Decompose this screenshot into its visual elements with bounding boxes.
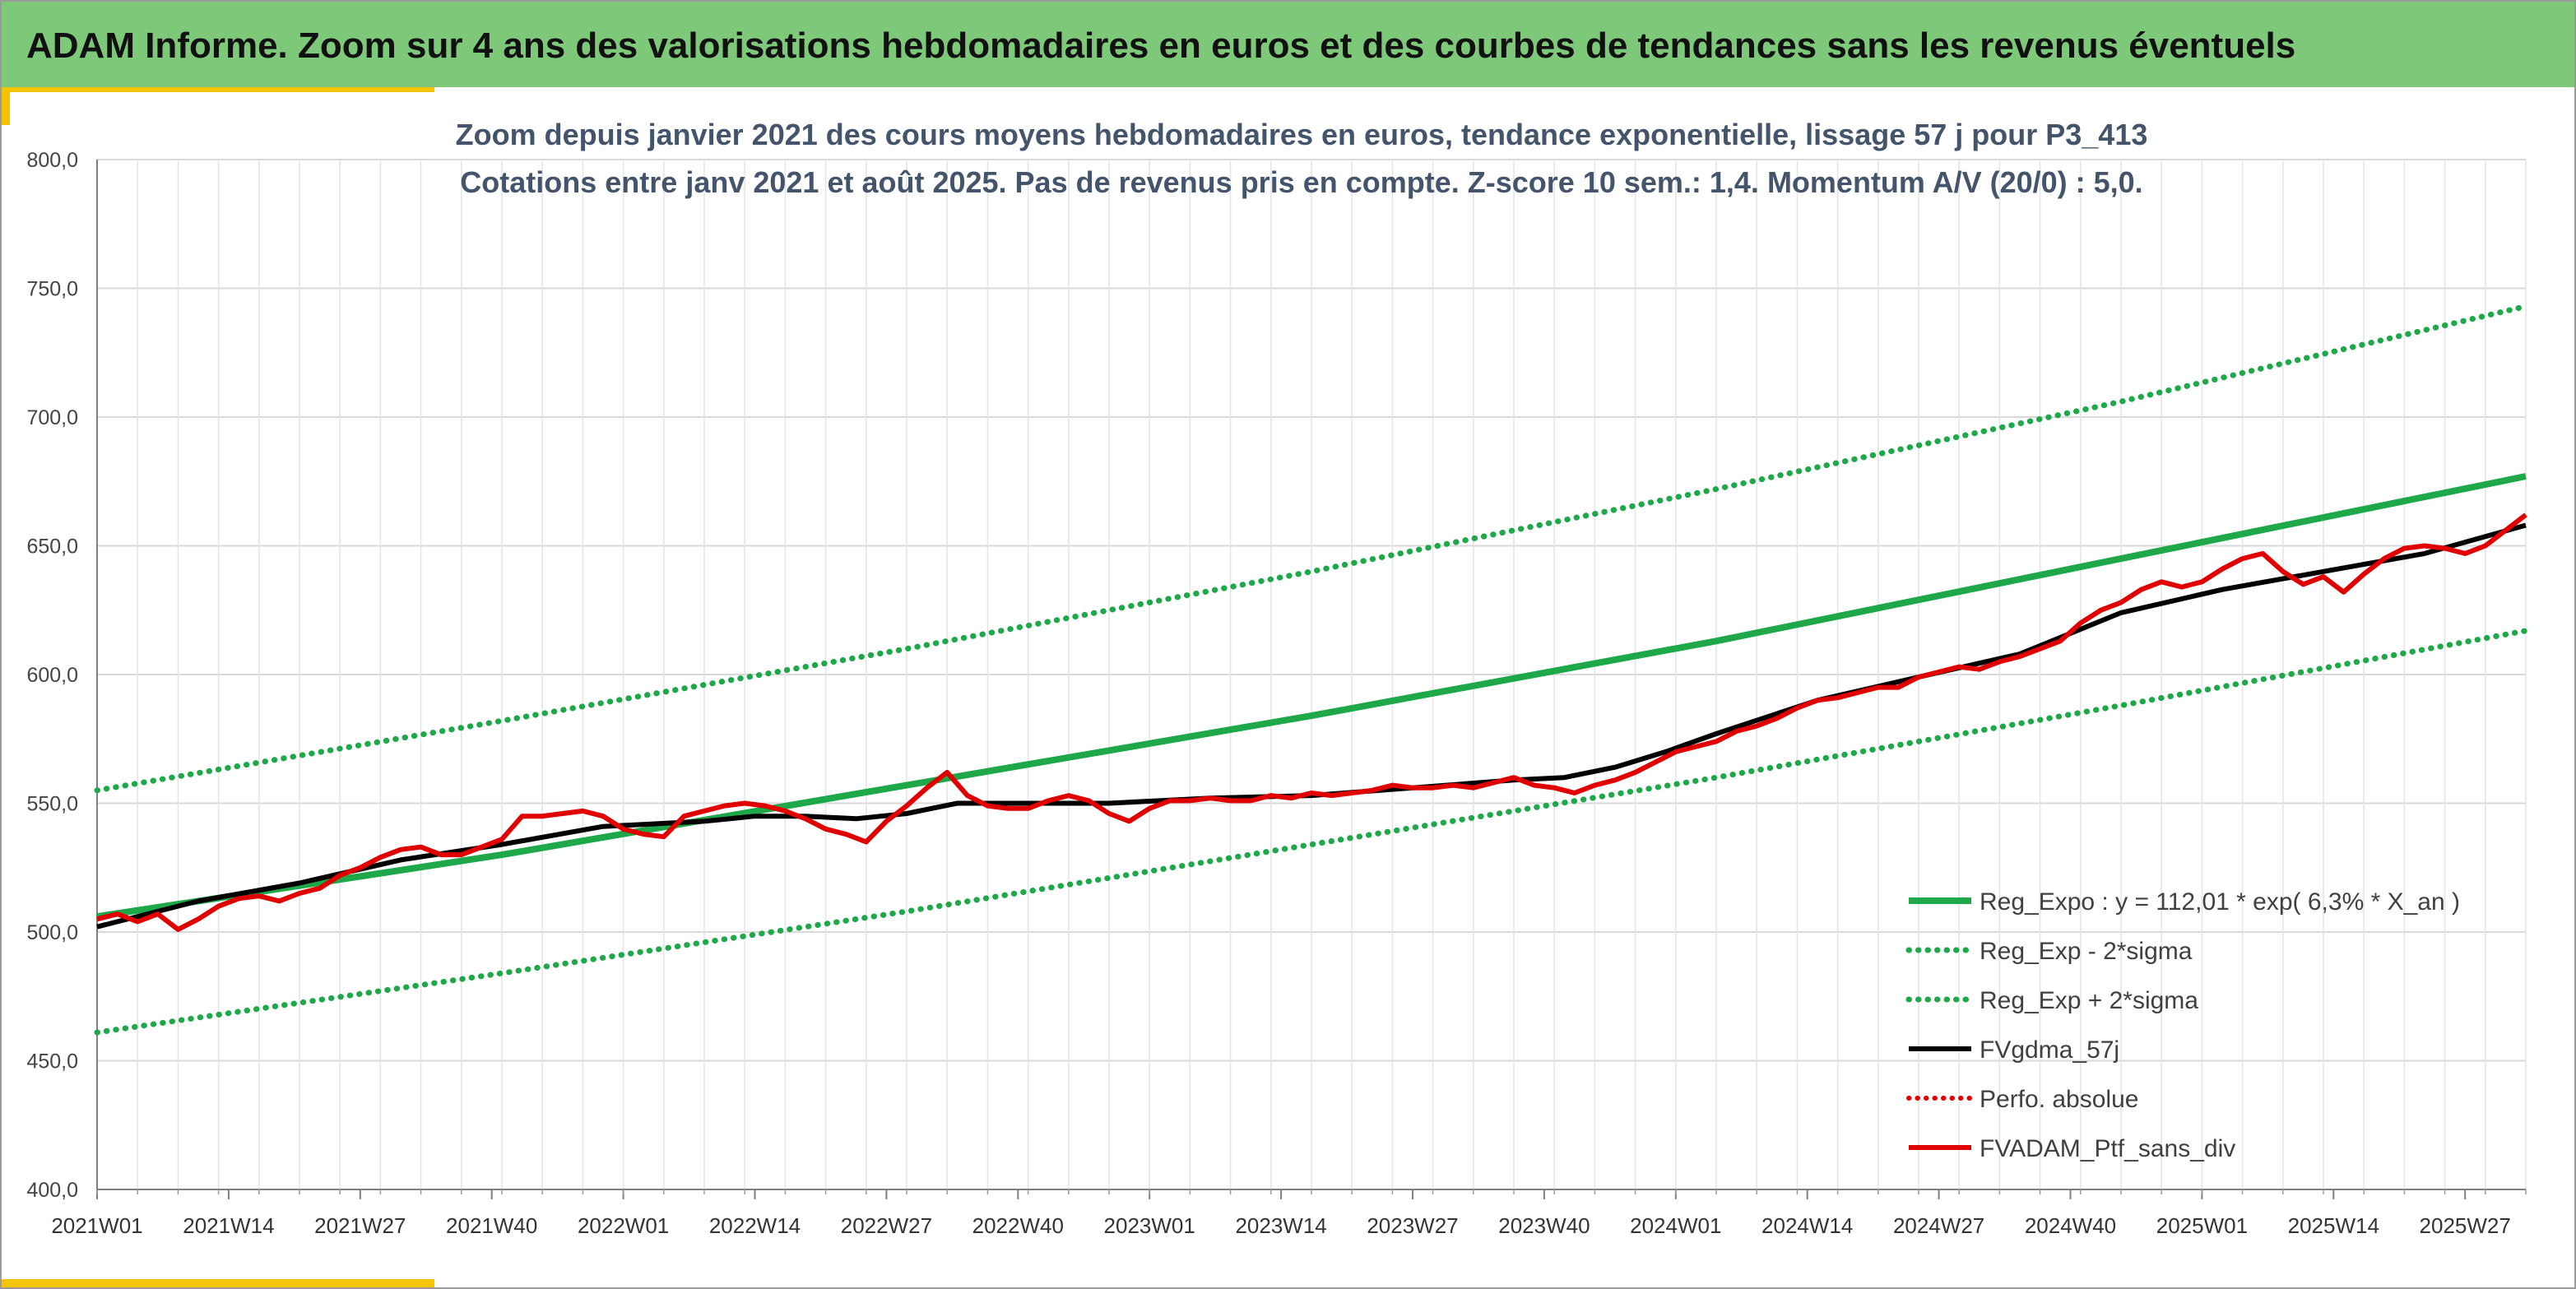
y-tick-label: 800,0 — [26, 149, 78, 172]
legend-label-reg_plus: Reg_Exp + 2*sigma — [1980, 987, 2198, 1014]
x-tick-label: 2022W40 — [972, 1213, 1064, 1238]
x-tick-label: 2023W14 — [1235, 1213, 1326, 1238]
x-tick-label: 2025W27 — [2420, 1213, 2511, 1238]
x-tick-label: 2025W01 — [2156, 1213, 2248, 1238]
x-tick-label: 2021W14 — [183, 1213, 274, 1238]
legend-label-reg_minus: Reg_Exp - 2*sigma — [1980, 938, 2193, 965]
y-tick-label: 500,0 — [26, 921, 78, 944]
series-line-fvadam — [96, 512, 2527, 932]
report-banner: ADAM Informe. Zoom sur 4 ans des valoris… — [2, 2, 2574, 87]
legend-label-perfo: Perfo. absolue — [1980, 1086, 2138, 1113]
accent-bar-left — [2, 87, 10, 125]
x-tick-label: 2023W01 — [1104, 1213, 1195, 1238]
x-tick-label: 2022W01 — [578, 1213, 669, 1238]
series-line-reg_plus — [94, 303, 2529, 794]
series-line-reg_minus — [94, 628, 2529, 1036]
grid-lines — [96, 159, 2527, 1190]
x-tick-label: 2021W27 — [314, 1213, 406, 1238]
x-tick-label: 2021W40 — [446, 1213, 537, 1238]
y-tick-label: 550,0 — [26, 793, 78, 816]
x-tick-label: 2023W40 — [1498, 1213, 1590, 1238]
y-tick-label: 400,0 — [26, 1179, 78, 1202]
legend-label-reg_expo: Reg_Expo : y = 112,01 * exp( 6,3% * X_an… — [1980, 888, 2460, 916]
x-tick-label: 2021W01 — [51, 1213, 142, 1238]
accent-bar-top — [2, 87, 434, 92]
y-tick-label: 450,0 — [26, 1050, 78, 1073]
y-tick-label: 650,0 — [26, 536, 78, 559]
x-tick-label: 2024W01 — [1630, 1213, 1721, 1238]
series-lines — [94, 303, 2529, 1036]
x-tick-label: 2024W14 — [1761, 1213, 1853, 1238]
chart-subtitle: Cotations entre janv 2021 et août 2025. … — [460, 165, 2142, 199]
y-tick-label: 750,0 — [26, 278, 78, 301]
x-tick-label: 2023W27 — [1367, 1213, 1458, 1238]
chart-titles: Zoom depuis janvier 2021 des cours moyen… — [456, 118, 2148, 199]
accent-bar-bottom — [2, 1279, 434, 1287]
chart-title: Zoom depuis janvier 2021 des cours moyen… — [456, 118, 2148, 151]
legend: Reg_Expo : y = 112,01 * exp( 6,3% * X_an… — [1905, 888, 2460, 1162]
x-tick-label: 2024W27 — [1893, 1213, 1984, 1238]
x-tick-label: 2022W14 — [709, 1213, 801, 1238]
series-line-reg_expo — [96, 473, 2527, 920]
x-tick-label: 2022W27 — [841, 1213, 932, 1238]
legend-label-fvgdma: FVgdma_57j — [1980, 1036, 2119, 1064]
y-tick-label: 700,0 — [26, 406, 78, 429]
legend-label-fvadam: FVADAM_Ptf_sans_div — [1980, 1135, 2235, 1162]
x-tick-label: 2025W14 — [2288, 1213, 2379, 1238]
x-tick-label: 2024W40 — [2025, 1213, 2116, 1238]
axes: 400,0 450,0 500,0 550,0 600,0 650,0 700,0 750,0… — [26, 149, 2527, 1238]
y-tick-label: 600,0 — [26, 664, 78, 687]
